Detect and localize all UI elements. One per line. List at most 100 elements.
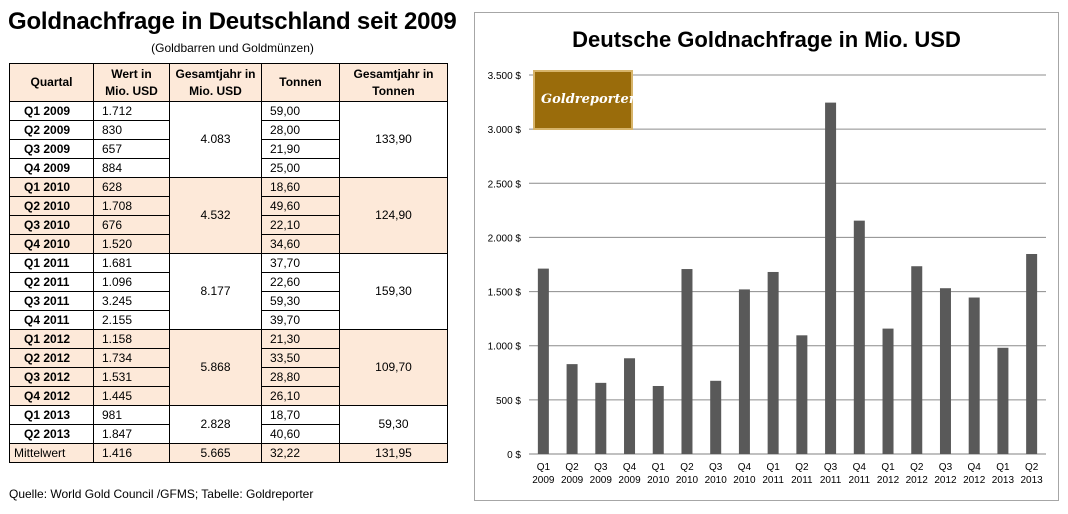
x-tick-label-quarter: Q2 [910,462,924,473]
x-tick-label-quarter: Q1 [881,462,895,473]
table-row: Q2 2010 1.708 49,60 [9,196,448,216]
header-wert: Wert in Mio. USD [93,63,170,102]
table-subtitle: (Goldbarren und Goldmünzen) [151,41,314,55]
x-tick-label-year: 2011 [791,475,813,486]
mean-tonnen: 32,22 [261,443,340,463]
bar [968,297,980,454]
y-tick-label: 1.000 $ [488,342,522,353]
x-tick-label-quarter: Q1 [537,462,551,473]
table-row: Q2 2013 1.847 40,60 [9,424,448,444]
x-tick-label-quarter: Q3 [939,462,953,473]
bar [652,385,664,454]
header-quartal: Quartal [9,63,94,102]
cell-tonnen: 25,00 [261,158,340,178]
table-row: Q1 2010 628 4.532 18,60 124,90 [9,177,448,254]
x-tick-label-quarter: Q3 [824,462,838,473]
cell-year-total-usd: 2.828 [169,405,262,444]
bar [710,380,722,454]
cell-quarter: Q3 2012 [9,367,94,387]
y-tick-label: 500 $ [496,396,521,407]
x-tick-label-quarter: Q2 [795,462,809,473]
bar [595,382,607,454]
y-tick-label: 1.500 $ [488,288,522,299]
bar [566,364,578,454]
cell-year-total-usd: 5.868 [169,329,262,406]
chart-title: Deutsche Goldnachfrage in Mio. USD [572,27,961,52]
x-tick-label-year: 2009 [590,475,613,486]
cell-quarter: Q4 2012 [9,386,94,406]
x-tick-label-year: 2011 [820,475,842,486]
x-tick-label-year: 2009 [618,475,641,486]
table-row: Q4 2012 1.445 26,10 [9,386,448,406]
table-row: Q4 2010 1.520 34,60 [9,234,448,254]
table-row: Q1 2012 1.158 5.868 21,30 109,70 [9,329,448,406]
cell-quarter: Q2 2013 [9,424,94,444]
cell-tonnen: 28,80 [261,367,340,387]
x-tick-label-year: 2010 [705,475,728,486]
x-tick-label-quarter: Q2 [680,462,694,473]
x-tick-label-year: 2009 [561,475,584,486]
table-title: Goldnachfrage in Deutschland seit 2009 [8,8,457,35]
mean-total-usd: 5.665 [169,443,262,463]
x-tick-label-quarter: Q3 [594,462,608,473]
cell-value: 1.158 [93,329,170,349]
x-tick-label-year: 2010 [676,475,699,486]
x-tick-label-quarter: Q2 [1025,462,1039,473]
x-tick-label-year: 2010 [647,475,670,486]
cell-quarter: Q4 2011 [9,310,94,330]
x-tick-label-year: 2009 [532,475,555,486]
cell-value: 1.531 [93,367,170,387]
cell-value: 657 [93,139,170,159]
cell-tonnen: 59,30 [261,291,340,311]
cell-tonnen: 22,10 [261,215,340,235]
mean-value: 1.416 [93,443,170,463]
cell-tonnen: 18,60 [261,177,340,197]
header-gesamtjahr-usd: Gesamtjahr in Mio. USD [169,63,262,102]
mean-total-tonnen: 131,95 [339,443,448,463]
cell-value: 1.734 [93,348,170,368]
x-tick-label-year: 2012 [963,475,986,486]
cell-quarter: Q1 2011 [9,253,94,273]
cell-year-total-tonnen: 109,70 [339,329,448,406]
cell-tonnen: 18,70 [261,405,340,425]
cell-quarter: Q3 2011 [9,291,94,311]
table-row: Q3 2012 1.531 28,80 [9,367,448,387]
table-row: Q3 2009 657 21,90 [9,139,448,159]
cell-value: 884 [93,158,170,178]
table-row: Q1 2013 981 2.828 18,70 59,30 [9,405,448,444]
x-tick-label-year: 2012 [877,475,900,486]
x-tick-label-quarter: Q1 [652,462,666,473]
x-tick-label-quarter: Q4 [623,462,637,473]
x-tick-label-year: 2013 [992,475,1015,486]
cell-tonnen: 37,70 [261,253,340,273]
bar [681,269,693,454]
cell-quarter: Q3 2009 [9,139,94,159]
table-body: Q1 2009 1.712 4.083 59,00 133,90 Q2 2009 830 28… [9,101,448,463]
x-tick-label-quarter: Q1 [766,462,780,473]
bar [939,288,951,454]
cell-tonnen: 26,10 [261,386,340,406]
x-tick-label-quarter: Q4 [968,462,982,473]
cell-tonnen: 59,00 [261,101,340,121]
cell-quarter: Q2 2012 [9,348,94,368]
x-tick-label-quarter: Q3 [709,462,723,473]
table-row: Q1 2009 1.712 4.083 59,00 133,90 [9,101,448,178]
table-mean-row: Mittelwert 1.416 5.665 32,22 131,95 [9,443,448,463]
x-tick-label-year: 2013 [1021,475,1044,486]
cell-value: 1.708 [93,196,170,216]
cell-year-total-tonnen: 124,90 [339,177,448,254]
cell-tonnen: 21,30 [261,329,340,349]
x-tick-label-quarter: Q2 [565,462,579,473]
x-tick-label-quarter: Q4 [853,462,867,473]
logo-text: Goldreporter.de [541,92,657,107]
bar [624,358,636,454]
cell-year-total-tonnen: 159,30 [339,253,448,330]
bar [796,335,808,454]
cell-quarter: Q2 2010 [9,196,94,216]
cell-value: 2.155 [93,310,170,330]
cell-quarter: Q1 2009 [9,101,94,121]
x-tick-label-year: 2012 [934,475,957,486]
cell-year-total-usd: 8.177 [169,253,262,330]
cell-quarter: Q3 2010 [9,215,94,235]
cell-value: 981 [93,405,170,425]
